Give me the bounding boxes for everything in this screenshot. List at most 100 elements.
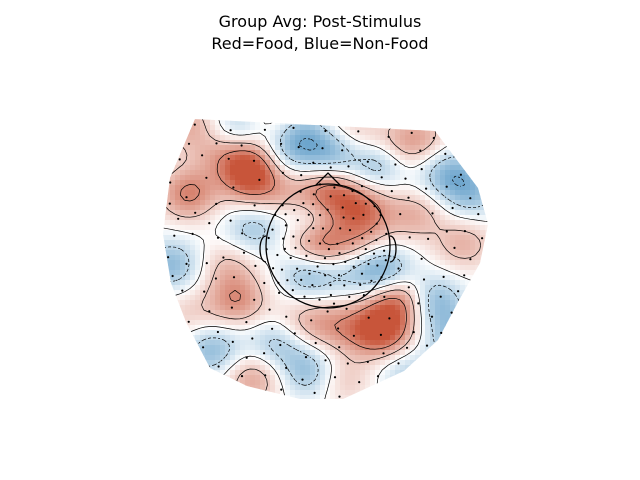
heatmap-cell [205,140,211,146]
heatmap-cell [405,120,411,126]
heatmap-cell [270,305,276,311]
heatmap-cell [295,215,301,221]
heatmap-cell [340,145,346,151]
heatmap-cell [165,295,171,301]
heatmap-cell [475,250,481,256]
heatmap-cell [170,150,176,156]
heatmap-cell [190,385,196,391]
heatmap-cell [300,325,306,331]
heatmap-cell [255,250,261,256]
heatmap-cell [235,210,241,216]
heatmap-cell [305,370,311,376]
heatmap-cell [305,200,311,206]
heatmap-cell [370,270,376,276]
heatmap-cell [230,350,236,356]
heatmap-cell [245,340,251,346]
heatmap-cell [325,140,331,146]
heatmap-cell [385,330,391,336]
heatmap-cell [160,400,166,406]
heatmap-cell [190,320,196,326]
heatmap-cell [325,215,331,221]
heatmap-cell [165,215,171,221]
heatmap-cell [470,175,476,181]
heatmap-cell [190,370,196,376]
heatmap-cell [350,295,356,301]
heatmap-cell [280,220,286,226]
heatmap-cell [250,195,256,201]
heatmap-cell [465,330,471,336]
heatmap-cell [250,175,256,181]
heatmap-cell [485,390,488,396]
sensor-dot [276,253,279,257]
sensor-dot [425,187,428,190]
heatmap-cell [235,270,241,276]
heatmap-cell [215,210,221,216]
heatmap-cell [265,275,271,281]
heatmap-cell [395,195,401,201]
heatmap-cell [235,285,241,291]
heatmap-cell [195,395,201,399]
heatmap-cell [465,210,471,216]
heatmap-cell [210,325,216,331]
heatmap-cell [450,160,456,166]
heatmap-cell [375,205,381,211]
heatmap-cell [330,360,336,366]
heatmap-cell [480,280,486,286]
heatmap-cell [410,355,416,361]
heatmap-cell [280,340,286,346]
heatmap-cell [320,365,326,371]
heatmap-cell [305,345,311,351]
heatmap-cell [485,320,488,326]
heatmap-cell [365,160,371,166]
heatmap-cell [485,230,488,236]
heatmap-cell [380,285,386,291]
heatmap-cell [310,155,316,161]
heatmap-cell [380,120,386,126]
heatmap-cell [165,250,171,256]
heatmap-cell [365,320,371,326]
sensor-dot [168,202,171,205]
heatmap-cell [405,280,411,286]
heatmap-cell [485,160,488,166]
heatmap-cell [465,240,471,246]
heatmap-cell [180,215,186,221]
heatmap-cell [225,385,231,391]
heatmap-cell [365,180,371,186]
heatmap-cell [395,305,401,311]
heatmap-cell [460,195,466,201]
heatmap-cell [360,355,366,361]
sensor-dot [407,196,410,199]
heatmap-cell [165,395,171,399]
heatmap-cell [245,220,251,226]
heatmap-cell [475,185,481,191]
heatmap-cell [345,315,351,321]
heatmap-cell [300,345,306,351]
sensor-dot [469,258,472,261]
heatmap-cell [185,125,191,131]
heatmap-cell [385,320,391,326]
heatmap-cell [420,145,426,151]
heatmap-cell [430,300,436,306]
heatmap-cell [460,390,466,396]
heatmap-cell [325,240,331,246]
heatmap-cell [260,119,266,121]
heatmap-cell [220,120,226,126]
heatmap-cell [430,200,436,206]
heatmap-cell [335,370,341,376]
heatmap-cell [210,210,216,216]
sensor-dot [341,206,344,209]
heatmap-cell [300,360,306,366]
heatmap-cell [300,155,306,161]
heatmap-cell [225,355,231,361]
heatmap-cell [195,155,201,161]
contour-line [299,138,465,187]
heatmap-cell [360,385,366,391]
heatmap-cell [370,190,376,196]
heatmap-cell [190,255,196,261]
heatmap-cell [460,350,466,356]
heatmap-cell [330,370,336,376]
heatmap-cell [445,265,451,271]
heatmap-cell [435,145,441,151]
heatmap-cell [260,300,266,306]
heatmap-cell [170,315,176,321]
